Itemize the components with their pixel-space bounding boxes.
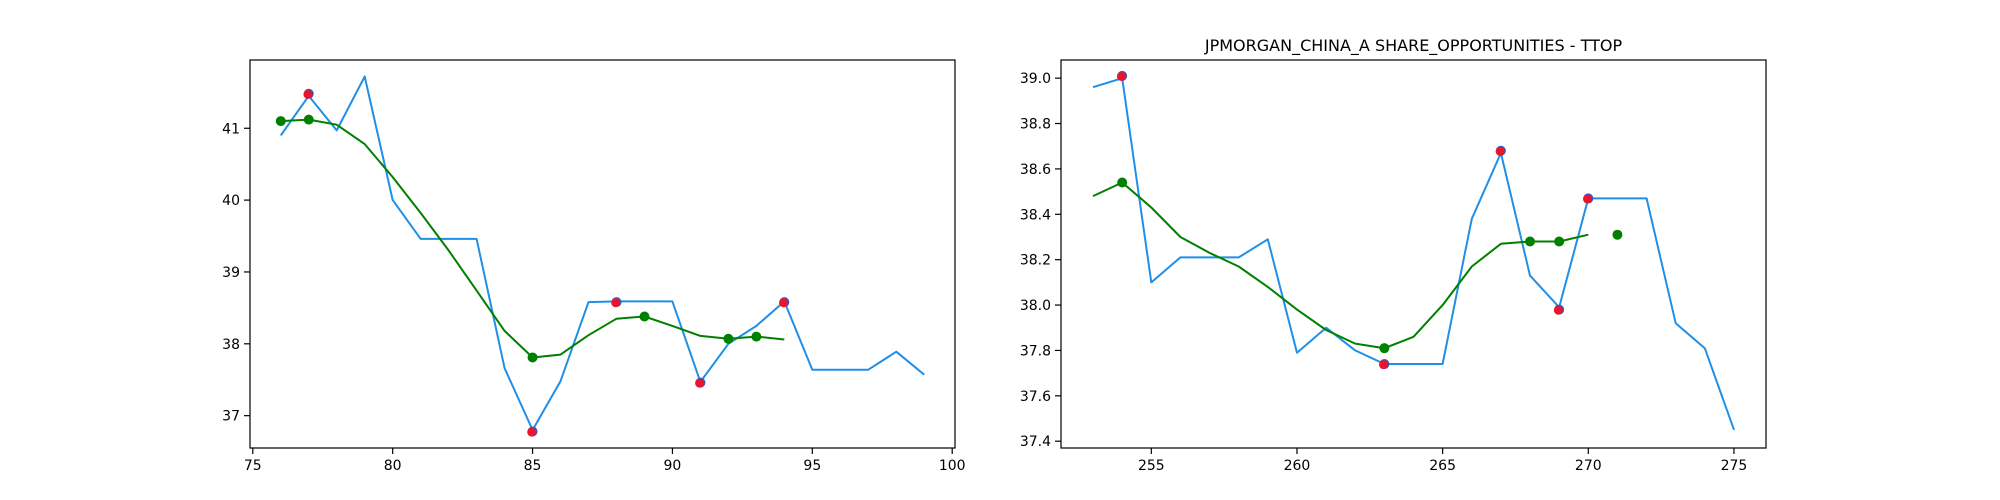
smoothed-point: [639, 311, 650, 322]
x-axis: 75 80 85 90 95 100: [244, 448, 966, 474]
extremum-point: [1379, 359, 1390, 370]
axes-frame: [249, 59, 956, 449]
extremum-point-fill: [1495, 146, 1505, 156]
extremum-point: [527, 426, 538, 437]
series-points: [1116, 70, 1623, 370]
smoothed-point-fill: [1117, 177, 1128, 188]
smoothed-point: [1117, 177, 1128, 188]
series-lines: [279, 75, 925, 431]
left-chart: 75 80 85 90 95 100 37 38 39 40 41: [222, 59, 966, 474]
smoothed-point: [275, 116, 286, 127]
extremum-point: [1582, 193, 1594, 204]
axes-frame: [1060, 59, 1767, 449]
smoothed-point-fill: [639, 311, 650, 322]
extremum-point: [1553, 304, 1565, 315]
x-tick-label: 275: [1721, 458, 1748, 474]
y-tick-label: 41: [222, 121, 240, 137]
extremum-point-fill: [527, 427, 537, 437]
smoothed-point-fill: [723, 333, 734, 344]
y-tick-label: 38.6: [1020, 162, 1051, 178]
extremum-point: [1116, 70, 1128, 81]
x-axis: 255 260 265 270 275: [1138, 448, 1747, 474]
y-tick-label: 39: [222, 265, 240, 281]
x-tick-label: 85: [524, 458, 542, 474]
extremum-point: [611, 297, 622, 308]
smoothed-point-fill: [275, 116, 286, 127]
smoothed-point: [1612, 229, 1623, 240]
y-tick-label: 39.0: [1020, 71, 1051, 87]
smoothed-point-fill: [751, 331, 762, 342]
extremum-point: [1495, 145, 1506, 156]
x-tick-label: 255: [1138, 458, 1165, 474]
smoothed-line: [280, 118, 785, 359]
extremum-point-fill: [1116, 71, 1126, 81]
extremum-point-fill: [779, 298, 789, 308]
y-tick-label: 37: [222, 409, 240, 425]
x-tick-label: 90: [664, 458, 682, 474]
smoothed-point-fill: [1525, 236, 1536, 247]
y-axis: 37 38 39 40 41: [222, 121, 250, 425]
extremum-point-fill: [1553, 305, 1563, 315]
smoothed-point: [1525, 236, 1536, 247]
smoothed-point-fill: [527, 352, 538, 363]
y-tick-label: 38.2: [1020, 253, 1051, 269]
extremum-point-fill: [611, 298, 621, 308]
y-tick-label: 37.6: [1020, 389, 1051, 405]
extremum-point-fill: [1582, 194, 1592, 204]
smoothed-point: [1379, 343, 1390, 354]
right-chart: JPMORGAN_CHINA_A SHARE_OPPORTUNITIES - T…: [1020, 36, 1767, 474]
price-line: [1092, 77, 1735, 431]
price-line: [279, 75, 925, 431]
smoothed-point: [303, 114, 314, 125]
extremum-point: [779, 297, 790, 308]
smoothed-point: [527, 352, 538, 363]
extremum-point-fill: [695, 378, 705, 388]
smoothed-point: [751, 331, 762, 342]
y-axis: 37.4 37.6 37.8 38.0 38.2 38.4 38.6 38.8 39.0: [1020, 71, 1061, 450]
smoothed-point: [1554, 236, 1565, 247]
smoothed-point-fill: [1379, 343, 1390, 354]
x-tick-label: 260: [1284, 458, 1311, 474]
smoothed-point-fill: [303, 114, 314, 125]
x-tick-label: 80: [384, 458, 402, 474]
y-tick-label: 37.8: [1020, 343, 1051, 359]
x-tick-label: 265: [1429, 458, 1456, 474]
extremum-point: [695, 377, 706, 388]
extremum-point: [303, 88, 314, 99]
extremum-point-fill: [1379, 360, 1389, 370]
series-lines: [1092, 77, 1735, 431]
y-tick-label: 38: [222, 337, 240, 353]
smoothed-point-fill: [1612, 229, 1623, 240]
smoothed-line: [1092, 181, 1589, 350]
x-tick-label: 270: [1575, 458, 1602, 474]
series-points: [275, 88, 790, 437]
chart-title: JPMORGAN_CHINA_A SHARE_OPPORTUNITIES - T…: [1204, 36, 1623, 56]
y-tick-label: 38.4: [1020, 207, 1051, 223]
y-tick-label: 38.8: [1020, 117, 1051, 133]
x-tick-label: 75: [244, 458, 262, 474]
smoothed-point: [723, 333, 734, 344]
x-tick-label: 95: [803, 458, 821, 474]
extremum-point-fill: [303, 89, 313, 99]
y-tick-label: 40: [222, 193, 240, 209]
y-tick-label: 38.0: [1020, 298, 1051, 314]
y-tick-label: 37.4: [1020, 434, 1051, 450]
x-tick-label: 100: [939, 458, 966, 474]
smoothed-point-fill: [1554, 236, 1565, 247]
